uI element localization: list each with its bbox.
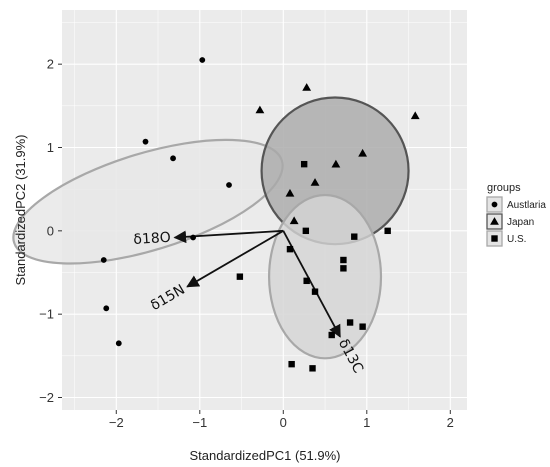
point-austlaria [100,257,107,263]
point-us [359,323,366,330]
y-tick-label: −1 [39,307,54,322]
point-us [303,277,310,285]
point-us [286,245,294,253]
legend-label: Japan [507,217,534,228]
confidence-ellipses [12,96,410,360]
point-us [288,360,295,368]
x-tick-label: −1 [192,415,207,430]
y-tick-label: 0 [47,223,54,238]
point-us [346,319,354,326]
point-us [340,265,347,272]
point-us [302,227,310,235]
point-japan [285,188,295,197]
point-japan [255,105,265,114]
point-austlaria [170,155,176,162]
ellipse-us [267,193,383,360]
point-us [340,256,347,264]
legend-label: U.S. [507,234,526,245]
point-japan [302,83,312,91]
point-us [384,227,391,235]
vector-arrow [186,230,284,288]
y-axis-ticks: −2 −1 0 1 2 [39,57,62,405]
point-us [300,160,308,168]
point-us [236,273,244,280]
point-us [328,331,335,339]
grid-lines [62,10,467,410]
point-japan [289,216,299,225]
point-austlaria [199,57,206,63]
point-japan [331,159,341,168]
point-japan [310,178,320,186]
point-austlaria [103,305,110,312]
y-tick-label: 1 [47,140,54,155]
legend-key-square [491,235,498,242]
legend-label: Austlaria [507,200,546,211]
point-austlaria [190,234,197,241]
x-tick-label: 0 [280,415,287,430]
point-us [309,365,316,372]
legend-key-triangle [490,217,499,225]
x-axis-title: StandardizedPC1 (51.9%) [189,448,340,463]
point-austlaria [115,340,122,347]
x-tick-label: 1 [363,415,370,430]
y-tick-label: 2 [47,57,54,72]
point-japan [410,111,420,120]
x-axis-ticks: −2 −1 0 1 2 [109,410,454,430]
point-japan [358,148,368,157]
data-points [100,57,420,372]
vector-label: δ18O [133,230,171,248]
legend-title: groups [487,182,521,194]
y-tick-label: −2 [39,390,54,405]
point-austlaria [142,138,149,145]
point-us [351,233,358,240]
legend-entries: Austlaria Japan U.S. [486,196,546,247]
point-austlaria [226,182,232,188]
x-tick-label: 2 [447,415,454,430]
legend-key-circle [491,201,498,208]
y-axis-title: StandardizedPC2 (31.9%) [13,134,28,285]
legend: groups Austlaria Japan U.S. [486,182,546,247]
point-us [311,288,319,295]
x-tick-label: −2 [109,415,124,430]
